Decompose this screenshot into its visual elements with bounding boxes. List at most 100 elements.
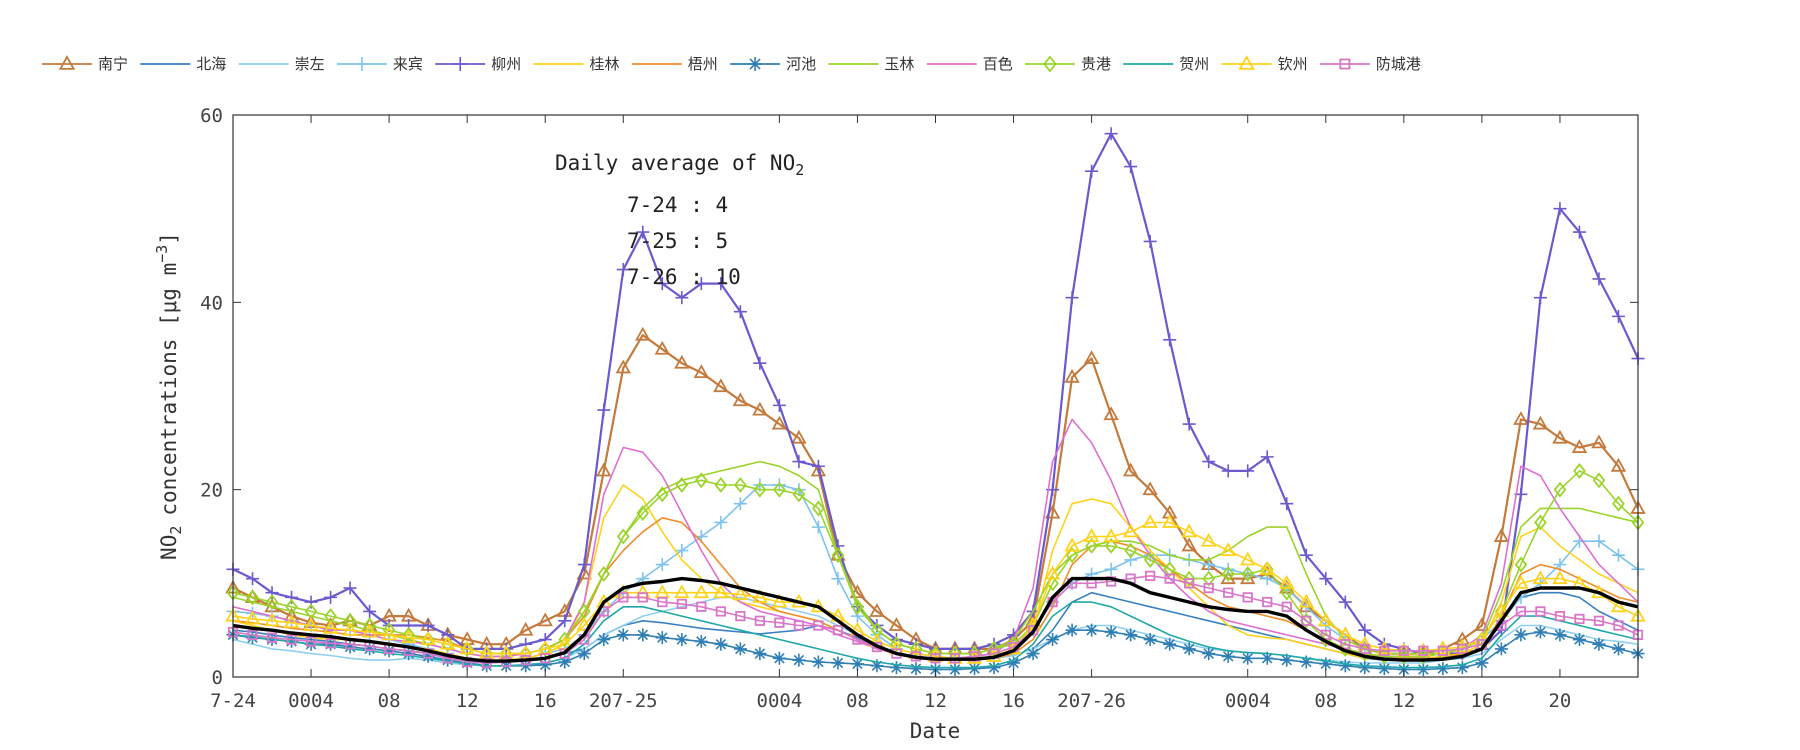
data-point [596, 462, 612, 477]
data-point [793, 620, 805, 631]
data-point [1202, 455, 1216, 469]
data-point [713, 378, 729, 393]
data-point [1554, 610, 1566, 622]
legend-marker [748, 57, 763, 71]
legend-item-贵港: 贵港 [1025, 55, 1111, 73]
data-point [1027, 625, 1039, 636]
data-point [636, 225, 650, 239]
data-point [441, 636, 455, 653]
data-point [1611, 309, 1625, 323]
data-point [1592, 637, 1606, 651]
legend-label: 桂林 [590, 55, 620, 73]
data-point [811, 459, 825, 473]
data-point [1552, 429, 1568, 444]
legend-marker [354, 57, 369, 71]
legend-item-崇左: 崇左 [238, 55, 325, 73]
data-point [1591, 434, 1607, 449]
data-point [1104, 537, 1118, 554]
data-point [460, 656, 474, 670]
y-axis-title-label: concentrations [ [157, 313, 181, 515]
data-point [305, 636, 317, 647]
data-point [1083, 528, 1100, 542]
x-tick-label: 16 [1470, 690, 1493, 712]
data-point [1240, 551, 1256, 566]
data-point [1553, 202, 1567, 216]
y-tick-label: 60 [200, 105, 223, 127]
data-point [1142, 481, 1158, 496]
data-point [1610, 598, 1627, 613]
data-point [1182, 570, 1196, 587]
data-point [1398, 645, 1409, 656]
x-axis-title: Date [910, 719, 961, 743]
legend-label: 防城港 [1376, 55, 1421, 73]
data-point [654, 584, 671, 599]
data-point [655, 631, 669, 645]
data-point [382, 644, 396, 658]
data-point [674, 354, 690, 369]
data-point [1181, 523, 1197, 538]
data-point [285, 598, 298, 615]
data-point [1574, 613, 1585, 625]
data-point [1572, 633, 1586, 647]
data-point [265, 594, 279, 611]
data-point [772, 651, 786, 665]
data-point [1493, 528, 1510, 542]
data-point [851, 598, 864, 615]
data-point [1026, 647, 1040, 661]
legend-marker [1339, 58, 1351, 70]
data-point [615, 359, 631, 374]
data-point [1164, 573, 1175, 584]
legend-marker [58, 55, 76, 70]
data-point [1376, 640, 1393, 655]
data-point [381, 626, 397, 641]
data-point [304, 595, 318, 609]
data-point [1514, 556, 1528, 573]
data-point [772, 398, 786, 412]
data-point [1103, 528, 1119, 542]
data-point [1552, 570, 1568, 585]
data-point [402, 647, 416, 661]
data-point [324, 637, 338, 651]
data-point [1513, 574, 1529, 589]
data-point [1124, 160, 1138, 174]
data-point [246, 589, 259, 606]
data-point [1340, 639, 1351, 650]
y-axis-title-exponent: −3 [153, 245, 171, 263]
data-point [831, 656, 845, 670]
data-point [286, 634, 297, 645]
data-point [1320, 629, 1331, 640]
data-point [1241, 566, 1255, 582]
y-axis-title-subscript: 2 [167, 526, 185, 535]
x-tick-label: 12 [1392, 690, 1415, 712]
data-point [1533, 291, 1547, 305]
data-point [1163, 333, 1177, 347]
data-point [1200, 532, 1217, 547]
data-point [1104, 127, 1118, 141]
y-tick-label: 20 [200, 480, 223, 502]
data-point [1532, 415, 1549, 430]
data-point [714, 637, 728, 651]
legend-item-柳州: 柳州 [435, 55, 521, 73]
x-tick-label: 0004 [757, 690, 803, 712]
series-line [232, 460, 1639, 658]
data-point [1083, 350, 1100, 364]
data-point [1338, 595, 1352, 609]
data-point [675, 544, 689, 558]
data-point [1145, 570, 1156, 581]
data-point [1279, 574, 1295, 589]
data-point [1202, 647, 1216, 661]
data-point [1280, 584, 1294, 601]
data-point [1065, 623, 1079, 637]
data-point [244, 610, 261, 625]
data-point [696, 601, 707, 612]
annotation-line-7-24: 7-24 : 4 [627, 193, 728, 217]
x-tick-label: 08 [378, 690, 401, 712]
data-point [1044, 565, 1061, 580]
data-point [753, 647, 767, 661]
data-point [1319, 657, 1333, 671]
data-point [676, 598, 687, 610]
series-line [232, 418, 1639, 660]
data-point [675, 633, 689, 647]
data-point [537, 612, 553, 627]
legend-marker [453, 57, 468, 71]
